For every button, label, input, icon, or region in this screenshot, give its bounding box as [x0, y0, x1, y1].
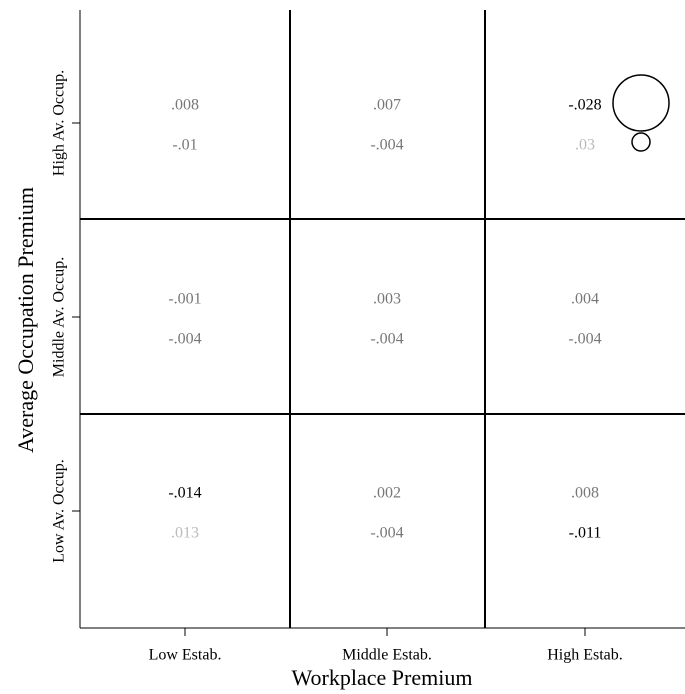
- cell-value: -.004: [370, 331, 403, 348]
- y-tick-label: High Av. Occup.: [51, 70, 68, 176]
- cell-value: -.004: [568, 331, 601, 348]
- x-tick-label: High Estab.: [547, 647, 623, 664]
- y-tick-label: Low Av. Occup.: [51, 459, 68, 563]
- marker-circle: [612, 74, 670, 132]
- cell-value: -.028: [568, 97, 601, 114]
- marker-circle: [631, 132, 651, 152]
- cell-value: .008: [571, 485, 599, 502]
- cell-value: .007: [373, 97, 401, 114]
- cell-value: -.004: [168, 331, 201, 348]
- cell-value: .002: [373, 485, 401, 502]
- cell-value: -.001: [168, 291, 201, 308]
- x-tick-label: Low Estab.: [149, 647, 222, 664]
- cell-value: .008: [171, 97, 199, 114]
- cell-value: -.011: [569, 525, 602, 542]
- cell-value: .03: [575, 137, 595, 154]
- y-axis-label: Average Occupation Premium: [13, 187, 38, 453]
- cell-value: -.01: [172, 137, 197, 154]
- cell-value: -.004: [370, 137, 403, 154]
- cell-value: -.004: [370, 525, 403, 542]
- x-axis-label: Workplace Premium: [292, 665, 473, 690]
- cell-value: -.014: [168, 485, 201, 502]
- cell-value: .003: [373, 291, 401, 308]
- cell-value: .013: [171, 525, 199, 542]
- cell-value: .004: [571, 291, 599, 308]
- x-tick-label: Middle Estab.: [342, 647, 432, 664]
- y-tick-label: Middle Av. Occup.: [51, 257, 68, 377]
